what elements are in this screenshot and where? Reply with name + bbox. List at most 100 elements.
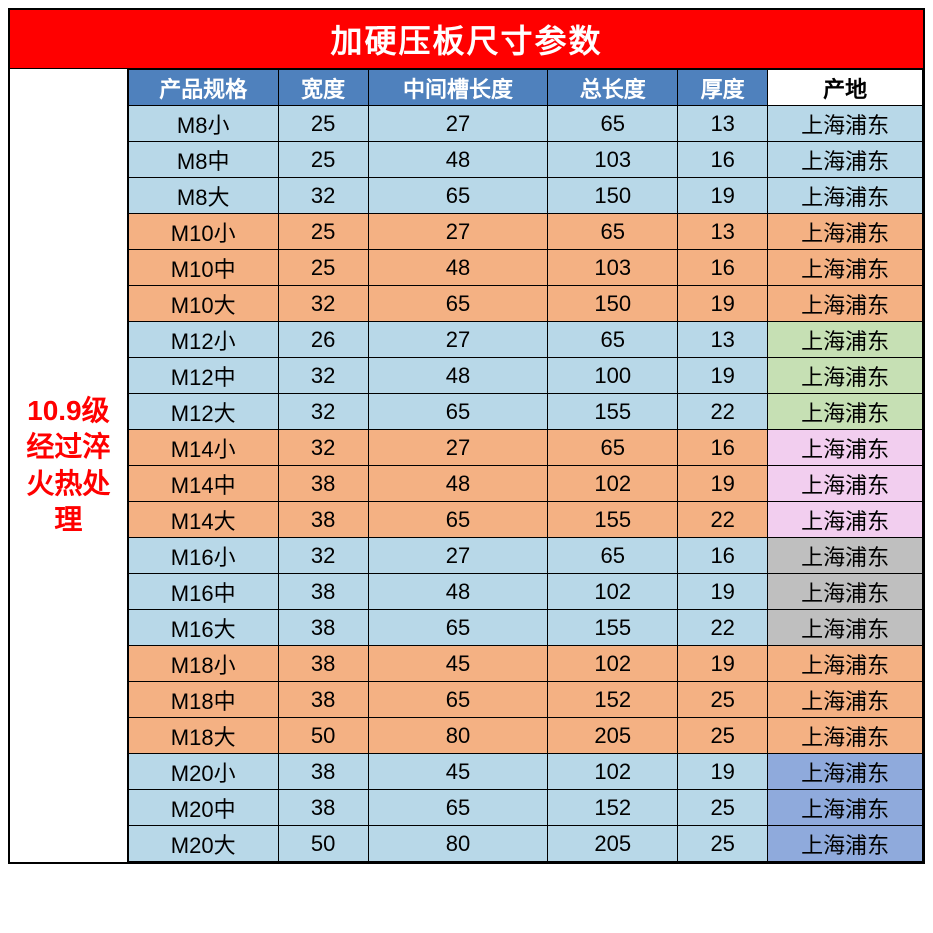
column-header: 产地	[768, 70, 923, 106]
value-cell: 25	[278, 214, 368, 250]
origin-cell: 上海浦东	[768, 538, 923, 574]
value-cell: 150	[548, 178, 678, 214]
value-cell: 19	[678, 178, 768, 214]
spec-cell: M14大	[128, 502, 278, 538]
value-cell: 26	[278, 322, 368, 358]
value-cell: 48	[368, 466, 548, 502]
value-cell: 16	[678, 250, 768, 286]
side-label: 10.9级经过淬火热处理	[10, 69, 128, 862]
table-row: M10小25276513上海浦东	[128, 214, 922, 250]
table-row: M12小26276513上海浦东	[128, 322, 922, 358]
value-cell: 48	[368, 358, 548, 394]
value-cell: 32	[278, 358, 368, 394]
value-cell: 27	[368, 106, 548, 142]
value-cell: 32	[278, 178, 368, 214]
origin-cell: 上海浦东	[768, 682, 923, 718]
table-row: M16中384810219上海浦东	[128, 574, 922, 610]
value-cell: 16	[678, 538, 768, 574]
table-row: M8小25276513上海浦东	[128, 106, 922, 142]
spec-cell: M16小	[128, 538, 278, 574]
value-cell: 205	[548, 718, 678, 754]
spec-cell: M20大	[128, 826, 278, 862]
origin-cell: 上海浦东	[768, 430, 923, 466]
value-cell: 16	[678, 142, 768, 178]
table-row: M14小32276516上海浦东	[128, 430, 922, 466]
table-row: M14大386515522上海浦东	[128, 502, 922, 538]
value-cell: 19	[678, 646, 768, 682]
table-row: M10大326515019上海浦东	[128, 286, 922, 322]
origin-cell: 上海浦东	[768, 178, 923, 214]
value-cell: 152	[548, 682, 678, 718]
value-cell: 32	[278, 430, 368, 466]
value-cell: 19	[678, 286, 768, 322]
origin-cell: 上海浦东	[768, 790, 923, 826]
value-cell: 25	[278, 106, 368, 142]
value-cell: 38	[278, 682, 368, 718]
value-cell: 25	[278, 250, 368, 286]
spec-table-container: 加硬压板尺寸参数 10.9级经过淬火热处理 产品规格宽度中间槽长度总长度厚度产地…	[8, 8, 925, 864]
value-cell: 50	[278, 826, 368, 862]
origin-cell: 上海浦东	[768, 574, 923, 610]
value-cell: 32	[278, 286, 368, 322]
table-title: 加硬压板尺寸参数	[10, 10, 923, 69]
origin-cell: 上海浦东	[768, 646, 923, 682]
spec-cell: M14中	[128, 466, 278, 502]
table-row: M20小384510219上海浦东	[128, 754, 922, 790]
value-cell: 102	[548, 646, 678, 682]
value-cell: 27	[368, 214, 548, 250]
origin-cell: 上海浦东	[768, 718, 923, 754]
origin-cell: 上海浦东	[768, 466, 923, 502]
table-header: 产品规格宽度中间槽长度总长度厚度产地	[128, 70, 922, 106]
spec-cell: M10中	[128, 250, 278, 286]
table-row: M16大386515522上海浦东	[128, 610, 922, 646]
column-header: 宽度	[278, 70, 368, 106]
value-cell: 65	[368, 682, 548, 718]
spec-cell: M20小	[128, 754, 278, 790]
value-cell: 22	[678, 502, 768, 538]
value-cell: 65	[368, 286, 548, 322]
value-cell: 25	[678, 718, 768, 754]
column-header: 厚度	[678, 70, 768, 106]
spec-cell: M16大	[128, 610, 278, 646]
value-cell: 45	[368, 646, 548, 682]
value-cell: 80	[368, 826, 548, 862]
origin-cell: 上海浦东	[768, 394, 923, 430]
value-cell: 13	[678, 106, 768, 142]
spec-cell: M12小	[128, 322, 278, 358]
value-cell: 152	[548, 790, 678, 826]
value-cell: 38	[278, 754, 368, 790]
value-cell: 48	[368, 250, 548, 286]
table-row: M20大508020525上海浦东	[128, 826, 922, 862]
origin-cell: 上海浦东	[768, 610, 923, 646]
value-cell: 48	[368, 574, 548, 610]
table-row: M18小384510219上海浦东	[128, 646, 922, 682]
value-cell: 19	[678, 466, 768, 502]
value-cell: 38	[278, 502, 368, 538]
spec-cell: M8中	[128, 142, 278, 178]
table-row: M12大326515522上海浦东	[128, 394, 922, 430]
value-cell: 155	[548, 502, 678, 538]
value-cell: 38	[278, 646, 368, 682]
spec-cell: M16中	[128, 574, 278, 610]
table-row: M18大508020525上海浦东	[128, 718, 922, 754]
spec-table: 产品规格宽度中间槽长度总长度厚度产地 M8小25276513上海浦东M8中254…	[128, 69, 923, 862]
origin-cell: 上海浦东	[768, 250, 923, 286]
column-header: 产品规格	[128, 70, 278, 106]
value-cell: 150	[548, 286, 678, 322]
value-cell: 50	[278, 718, 368, 754]
table-rows: M8小25276513上海浦东M8中254810316上海浦东M8大326515…	[128, 106, 922, 862]
origin-cell: 上海浦东	[768, 322, 923, 358]
value-cell: 13	[678, 214, 768, 250]
spec-cell: M8大	[128, 178, 278, 214]
table-row: M16小32276516上海浦东	[128, 538, 922, 574]
spec-cell: M10小	[128, 214, 278, 250]
value-cell: 25	[678, 826, 768, 862]
value-cell: 38	[278, 466, 368, 502]
value-cell: 65	[548, 214, 678, 250]
value-cell: 103	[548, 250, 678, 286]
table-body: 10.9级经过淬火热处理 产品规格宽度中间槽长度总长度厚度产地 M8小25276…	[10, 69, 923, 862]
value-cell: 22	[678, 394, 768, 430]
value-cell: 38	[278, 790, 368, 826]
origin-cell: 上海浦东	[768, 214, 923, 250]
value-cell: 65	[368, 502, 548, 538]
